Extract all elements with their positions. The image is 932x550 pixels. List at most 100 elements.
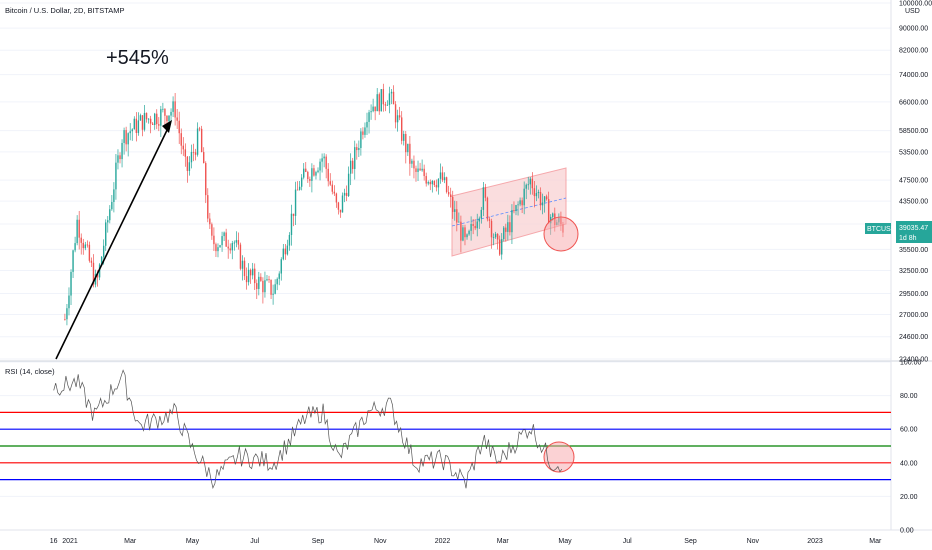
candle [352,157,354,174]
price-tick-label: 22400.00 [899,357,928,364]
candle [415,165,417,182]
candle [484,183,487,202]
candle [184,143,187,167]
candle [296,181,299,191]
candle [413,155,415,179]
rsi-axis[interactable]: 100.00 80.00 60.00 40.00 20.00 0.00 [900,360,922,535]
candle [466,233,468,240]
candle [139,113,142,121]
candle [141,115,144,137]
candle [480,206,483,224]
channel-midline [451,197,567,227]
candle [523,181,525,215]
candle [478,216,480,229]
candle [543,196,546,213]
candle [270,279,272,300]
candle [260,273,262,282]
candle [200,125,203,153]
candle [462,224,464,242]
rsi-title: RSI (14, close) [5,367,55,376]
candle [535,185,538,202]
grid [0,2,891,531]
candle [280,257,282,281]
price-tick-label: 53500.00 [899,149,928,156]
candle [380,88,382,112]
candle [127,132,129,157]
time-axis[interactable]: 16 2021 Mar May Jul Sep Nov 2022 Mar May Jul Sep Nov… [50,538,882,545]
candle [378,92,380,115]
candle [521,197,523,214]
candle [180,128,182,155]
candle [439,163,442,184]
candle [182,137,184,156]
candle [388,86,391,114]
candle [464,224,466,246]
candle [403,130,405,146]
candle [407,143,409,156]
candle [278,271,280,286]
candle [329,173,331,186]
price-tick-label: 32500.00 [899,268,928,275]
time-tick-label: Mar [497,538,510,545]
rsi-tick-label: 20.00 [900,494,918,501]
price-tick-label: 74000.00 [899,72,928,79]
candle [215,242,217,257]
candle [66,304,68,326]
candle [390,88,393,105]
candle [111,195,113,211]
candle [247,263,250,286]
candle [107,216,109,233]
candle [68,287,70,316]
candle [207,188,209,223]
candle [545,194,548,201]
candle [527,176,529,190]
candle [227,239,229,259]
candle [266,275,268,282]
candle [170,108,172,123]
candle [274,279,276,295]
highlight-circle-price [543,216,579,252]
rsi-tick-label: 60.00 [900,427,918,434]
candle [211,222,213,240]
candle [162,102,164,113]
time-tick-label: Mar [869,538,882,545]
candle [345,185,348,202]
candle [245,267,248,290]
candle [437,178,440,195]
candle [123,127,125,155]
candle [258,271,260,296]
candle [231,240,233,260]
candle [203,147,205,164]
candle [88,241,91,263]
candle [396,109,399,132]
candle [313,164,315,177]
candle [492,233,495,246]
chart-title: Bitcoin / U.S. Dollar, 2D, BITSTAMP [5,6,124,15]
time-tick-label: 2022 [435,538,451,545]
candle [513,201,515,214]
trend-arrow [55,123,171,360]
price-tick-label: 100000.00 [899,1,932,8]
candle [149,115,152,134]
price-axis[interactable]: 100000.00 90000.00 82000.00 74000.00 66000.0… [899,1,932,364]
gain-annotation: +545% [106,47,169,69]
candle [433,180,436,187]
price-tick-label: 47500.00 [899,178,928,185]
candle [425,172,427,187]
candle [488,216,491,229]
candle [125,126,127,152]
time-tick-label: Mar [124,538,137,545]
candle [517,201,519,216]
rsi-line [53,369,563,490]
candle [176,108,178,129]
candle [239,242,242,271]
candle [368,109,370,134]
candle [172,96,174,117]
candle [349,153,352,186]
candle [145,112,148,123]
candle [251,262,254,280]
candle [229,243,231,254]
candle [217,243,219,258]
candle [533,180,536,208]
